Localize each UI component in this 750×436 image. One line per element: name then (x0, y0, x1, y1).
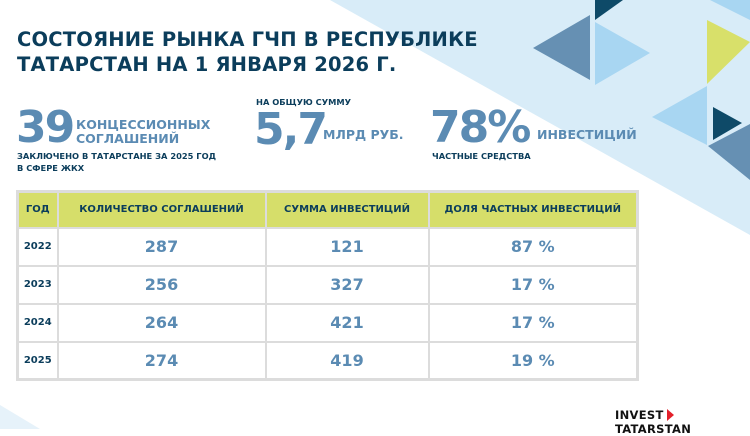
stat-private-caption: ЧАСТНЫЕ СРЕДСТВА (432, 151, 531, 161)
page-title: СОСТОЯНИЕ РЫНКА ГЧП В РЕСПУБЛИКЕ ТАТАРСТ… (17, 27, 478, 77)
logo-right: TATARSTAN (615, 422, 692, 436)
cell-share: 19 % (427, 340, 639, 381)
cell-year: 2024 (16, 302, 59, 343)
cell-sum: 419 (264, 340, 430, 381)
title-line-2: ТАТАРСТАН НА 1 ЯНВАРЯ 2026 Г. (17, 53, 397, 76)
cell-share: 87 % (427, 226, 639, 267)
col-sum: СУММА ИНВЕСТИЦИЙ (264, 190, 430, 229)
logo-left: INVEST (615, 408, 664, 422)
title-line-1: СОСТОЯНИЕ РЫНКА ГЧП В РЕСПУБЛИКЕ (17, 28, 478, 51)
stat-private-value: 78% (430, 102, 531, 153)
table-row: 2022 287 121 87 % (16, 226, 639, 267)
cell-share: 17 % (427, 302, 639, 343)
col-private-share: ДОЛЯ ЧАСТНЫХ ИНВЕСТИЦИЙ (427, 190, 639, 229)
stat-sum-label: НА ОБЩУЮ СУММУ (256, 97, 352, 107)
cell-count: 264 (56, 302, 267, 343)
cell-year: 2025 (16, 340, 59, 381)
cell-year: 2023 (16, 264, 59, 305)
table-row: 2025 274 419 19 % (16, 340, 639, 381)
table-header: ГОД КОЛИЧЕСТВО СОГЛАШЕНИЙ СУММА ИНВЕСТИЦ… (16, 190, 639, 229)
stat-sum-value: 5,7 (254, 104, 328, 155)
cell-sum: 327 (264, 264, 430, 305)
stat-sum-unit: МЛРД РУБ. (323, 127, 404, 142)
cell-year: 2022 (16, 226, 59, 267)
cell-share: 17 % (427, 264, 639, 305)
col-year: ГОД (16, 190, 59, 229)
cell-count: 287 (56, 226, 267, 267)
col-count: КОЛИЧЕСТВО СОГЛАШЕНИЙ (56, 190, 267, 229)
stat-concessions-unit: КОНЦЕССИОННЫХ СОГЛАШЕНИЙ (76, 118, 210, 146)
cell-count: 274 (56, 340, 267, 381)
caption-line-2: В СФЕРЕ ЖКХ (17, 163, 85, 173)
table-row: 2023 256 327 17 % (16, 264, 639, 305)
ppp-table: ГОД КОЛИЧЕСТВО СОГЛАШЕНИЙ СУММА ИНВЕСТИЦ… (16, 190, 639, 381)
cell-count: 256 (56, 264, 267, 305)
invest-tatarstan-logo: INVESTTATARSTAN (615, 408, 750, 436)
cell-sum: 421 (264, 302, 430, 343)
logo-arrow-icon (666, 409, 674, 421)
caption-line-1: ЗАКЛЮЧЕНО В ТАТАРСТАНЕ ЗА 2025 ГОД (17, 151, 217, 161)
table-row: 2024 264 421 17 % (16, 302, 639, 343)
stat-private-unit: ИНВЕСТИЦИЙ (537, 127, 637, 142)
unit-line-2: СОГЛАШЕНИЙ (76, 131, 180, 146)
cell-sum: 121 (264, 226, 430, 267)
unit-line-1: КОНЦЕССИОННЫХ (76, 117, 211, 132)
stat-concessions-caption: ЗАКЛЮЧЕНО В ТАТАРСТАНЕ ЗА 2025 ГОД В СФЕР… (17, 150, 216, 174)
stat-concessions-value: 39 (16, 102, 75, 153)
